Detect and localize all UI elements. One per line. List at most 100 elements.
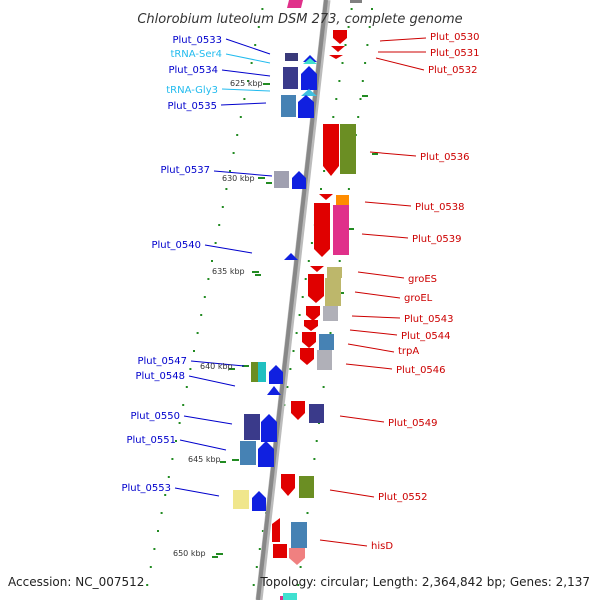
gene-arrow [333,30,347,44]
tick-dot [295,332,298,334]
kbp-tick [242,365,249,367]
tick-dot [196,332,199,334]
left-gene-labels: Plut_0533 tRNA-Ser4 Plut_0534 tRNA-Gly3 Plut… [121,35,222,494]
gene-label-right: hisD [371,541,393,552]
tick-dot [261,530,264,532]
gene-block [274,171,289,188]
leader-line [379,37,427,42]
backbone-line [256,0,328,600]
tick-dot [315,440,318,442]
gene-block [340,124,356,174]
tick-dot [167,476,170,478]
gene-block [285,53,298,61]
kbp-markers: 625 kbp 630 kbp 635 kbp 640 kbp 645 kbp 650 k… [173,79,263,558]
gene-block [244,414,260,440]
gene-arrow [303,58,317,64]
leader-line [319,539,368,547]
leader-line [351,315,401,319]
gene-arrow [300,348,314,365]
tick-dot [347,26,350,28]
tick-dash [348,228,354,230]
leader-line [188,375,236,387]
gene-block [283,67,298,89]
gene-block [327,267,342,278]
tick-dot [338,260,341,262]
gene-label-right: Plut_0544 [401,331,451,342]
gene-label-right: Plut_0543 [404,314,454,325]
tick-dot [218,224,221,226]
kbp-marker-label: 650 kbp [173,549,206,558]
gene-arrow [267,386,281,395]
tick-dot [252,584,255,586]
gene-block [258,362,266,382]
leader-line [213,170,273,177]
gene-block [240,441,256,465]
kbp-tick [232,459,239,461]
gene-arrow [261,414,277,442]
tick-dash [255,274,261,276]
leader-line [329,489,375,498]
tick-dot [203,296,206,298]
tick-dash [220,461,226,463]
kbp-marker-label: 625 kbp [230,79,263,88]
tick-dot [306,512,309,514]
tick-dot [297,584,300,586]
gene-label-right: Plut_0536 [420,152,470,163]
tick-dot [289,368,292,370]
gene-label-right: Plut_0531 [430,48,480,59]
tick-dot [286,386,289,388]
gene-arrow [269,365,283,384]
gene-block [299,476,314,498]
gene-block [325,278,341,306]
tick-dot [221,206,224,208]
tick-dot [310,242,313,244]
gene-block [287,0,303,8]
gene-block [317,350,332,370]
leader-line [183,415,233,425]
tick-dot [368,26,371,28]
tick-dot [338,80,341,82]
tick-dot [261,8,264,10]
gene-label-right: Plut_0549 [388,418,438,429]
gene-arrow [289,548,305,565]
tick-dot [301,296,304,298]
gene-label-right: Plut_0546 [396,365,446,376]
leader-line [221,88,271,92]
leader-line [357,271,405,279]
gene-arrow [291,401,305,420]
gene-arrow [302,332,316,348]
leader-line [221,69,271,77]
topology-text: Topology: circular; Length: 2,364,842 bp… [259,575,590,589]
accession-text: Accession: NC_007512 [8,575,144,589]
gene-label-right: trpA [398,346,419,357]
gene-arrow [331,46,345,52]
gene-label-right: Plut_0538 [415,202,465,213]
gene-label-left: tRNA-Gly3 [166,85,218,96]
tick-dot [299,566,302,568]
tick-dot [149,566,152,568]
right-gene-labels: Plut_0530 Plut_0531 Plut_0532 Plut_0536 Plut… [371,32,480,552]
tick-dot [157,530,159,532]
tick-dot [146,584,149,586]
leader-line [364,201,412,207]
tick-dot [232,152,235,154]
kbp-tick [258,177,265,179]
tick-dot [329,332,332,334]
gene-block [273,544,287,558]
gene-label-left: Plut_0535 [167,101,217,112]
tick-dot [350,8,353,10]
gene-label-left: Plut_0533 [172,35,222,46]
leader-line [345,363,393,370]
tick-dot [178,422,181,424]
kbp-tick [263,83,270,85]
tick-dot [357,116,360,118]
leader-line [339,415,385,423]
gene-label-right: groEL [404,293,433,304]
gene-block [309,404,324,423]
gene-arrow [319,194,333,200]
gene-label-left: Plut_0534 [168,65,218,76]
tick-dash [229,368,235,370]
leader-line [225,53,271,64]
